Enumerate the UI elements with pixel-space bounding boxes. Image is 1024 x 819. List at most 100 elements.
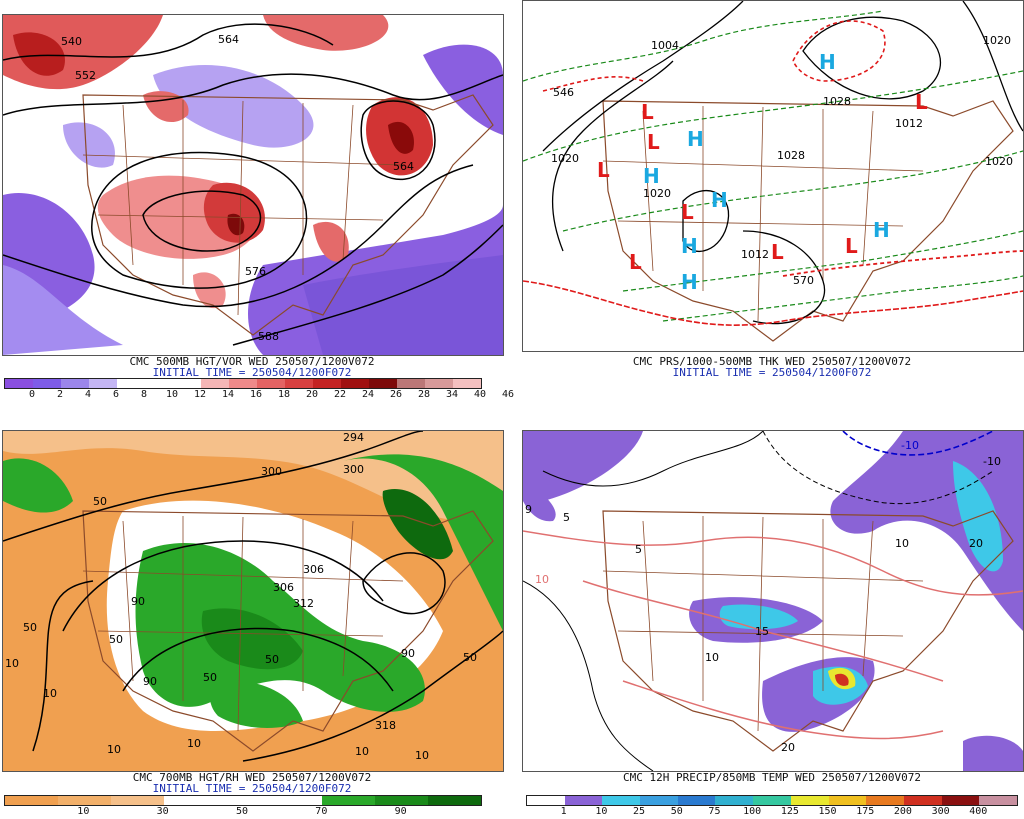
color-swatch — [257, 379, 285, 388]
contour-label: 90 — [131, 595, 145, 608]
color-scale-tick: 6 — [112, 389, 120, 400]
contour-label: 5 — [635, 543, 642, 556]
color-scale-tick: 8 — [140, 389, 148, 400]
color-scale-tick: 125 — [780, 806, 799, 817]
color-swatch — [453, 379, 481, 388]
color-swatch — [61, 379, 89, 388]
color-scale-tick: 28 — [417, 389, 431, 400]
color-swatch — [322, 796, 376, 805]
contour-label: 10 — [355, 745, 369, 758]
contour-label: 540 — [61, 35, 82, 48]
contour-label: 15 — [755, 625, 769, 638]
panel-precip-850mb-temp: -10 10 15 10 20 20 5 5 10 -10 9 CMC 12H … — [520, 416, 1024, 819]
color-swatch — [640, 796, 678, 805]
contour-label: 10 — [187, 737, 201, 750]
high-pressure-symbol: H — [681, 270, 698, 294]
contour-label: 1020 — [643, 187, 671, 200]
color-swatch — [110, 796, 164, 805]
color-swatch — [753, 796, 791, 805]
color-scale-tick: 46 — [501, 389, 515, 400]
color-scale-tick: 10 — [595, 806, 608, 817]
color-swatch — [369, 379, 397, 388]
color-swatch — [790, 796, 829, 805]
color-swatch — [117, 379, 145, 388]
initial-time: INITIAL TIME = 250504/1200F072 — [152, 366, 352, 379]
contour-label: 50 — [463, 651, 477, 664]
contour-label: 10 — [415, 749, 429, 762]
contour-label: 5 — [563, 511, 570, 524]
color-swatch — [285, 379, 313, 388]
color-scale-tick: 300 — [931, 806, 950, 817]
contour-label: 1020 — [983, 34, 1011, 47]
contour-label: 546 — [553, 86, 574, 99]
color-swatch — [5, 379, 33, 388]
map-prs-thk: 1004 1020 1020 1028 1028 1012 1020 1012 … — [522, 0, 1024, 352]
initial-time: INITIAL TIME = 250504/1200F072 — [672, 366, 872, 379]
contour-label: 1028 — [823, 95, 851, 108]
color-scale-ticks: 0 2 4 6 8 10 12 14 16 18 20 22 24 26 28 34 40 46 — [4, 389, 514, 401]
color-scale-tick: 150 — [818, 806, 837, 817]
high-pressure-symbol: H — [681, 234, 698, 258]
color-scale-tick: 20 — [305, 389, 319, 400]
contour-label: 312 — [293, 597, 314, 610]
panel-title: CMC PRS/1000-500MB THK WED 250507/1200V0… — [632, 355, 912, 368]
contour-label: 10 — [5, 657, 19, 670]
color-scale-tick: 1 — [560, 806, 567, 817]
color-scale-ticks: 1 10 25 50 75 100 125 150 175 200 300 400 — [526, 806, 1016, 818]
high-pressure-symbol: H — [687, 127, 704, 151]
color-scale-tick: 40 — [473, 389, 487, 400]
color-scale-tick: 175 — [856, 806, 875, 817]
contour-label: -10 — [901, 439, 919, 452]
contour-label: 50 — [23, 621, 37, 634]
color-swatch — [866, 796, 904, 805]
low-pressure-symbol: L — [771, 240, 784, 264]
color-scale-tick: 10 — [165, 389, 179, 400]
color-scale-tick: 22 — [333, 389, 347, 400]
color-scale-tick: 34 — [445, 389, 459, 400]
contour-label: 1012 — [741, 248, 769, 261]
contour-label: 588 — [258, 330, 279, 343]
color-scale-tick: 2 — [56, 389, 64, 400]
color-swatch — [269, 796, 323, 805]
contour-label: 564 — [218, 33, 239, 46]
color-swatch — [602, 796, 641, 805]
contour-label: 294 — [343, 431, 364, 444]
contour-label: 10 — [895, 537, 909, 550]
contour-label: 50 — [203, 671, 217, 684]
color-scale-tick: 200 — [893, 806, 912, 817]
low-pressure-symbol: L — [845, 234, 858, 258]
contour-label: 50 — [93, 495, 107, 508]
color-swatch — [201, 379, 229, 388]
low-pressure-symbol: L — [641, 100, 654, 124]
low-pressure-symbol: L — [681, 200, 694, 224]
contour-label: 20 — [969, 537, 983, 550]
color-scale-tick: 0 — [28, 389, 36, 400]
color-swatch — [375, 796, 429, 805]
color-swatch — [313, 379, 341, 388]
color-scale-tick: 50 — [670, 806, 683, 817]
contour-label: 10 — [43, 687, 57, 700]
panel-title: CMC 12H PRECIP/850MB TEMP WED 250507/120… — [622, 771, 921, 784]
contour-label: 10 — [107, 743, 121, 756]
contour-label: 576 — [245, 265, 266, 278]
color-swatch — [677, 796, 716, 805]
color-swatch — [979, 796, 1017, 805]
color-swatch — [903, 796, 942, 805]
high-pressure-symbol: H — [711, 188, 728, 212]
contour-label: 10 — [535, 573, 549, 586]
color-swatch — [527, 796, 565, 805]
color-scale-tick: 16 — [249, 389, 263, 400]
color-scale-tick: 30 — [156, 806, 169, 817]
contour-label: 50 — [265, 653, 279, 666]
contour-label: 9 — [525, 503, 532, 516]
color-swatch — [341, 379, 369, 388]
color-swatch — [5, 796, 58, 805]
contour-label: 50 — [109, 633, 123, 646]
color-scale-tick: 100 — [743, 806, 762, 817]
panel-700mb-hgt-rh: 294 300 300 306 306 312 318 50 50 50 50 … — [0, 416, 504, 819]
color-scale-tick: 75 — [708, 806, 721, 817]
color-swatch — [57, 796, 111, 805]
color-scale-bar — [4, 795, 482, 806]
color-scale-tick: 90 — [394, 806, 407, 817]
color-scale-tick: 400 — [969, 806, 988, 817]
